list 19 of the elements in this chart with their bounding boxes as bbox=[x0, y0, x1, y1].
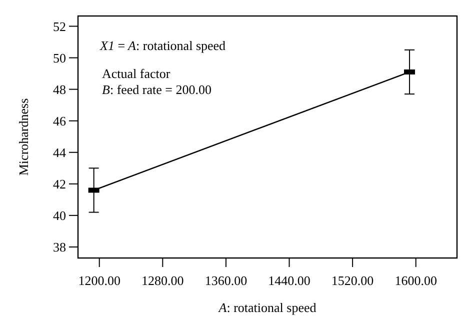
x-tick-label: 1360.00 bbox=[204, 273, 248, 288]
y-tick-label: 46 bbox=[53, 113, 66, 128]
y-tick-label: 42 bbox=[53, 176, 66, 192]
annotation: B: feed rate = 200.00 bbox=[102, 82, 212, 97]
x-tick-label: 1280.00 bbox=[142, 273, 184, 288]
y-tick-label: 50 bbox=[53, 50, 66, 66]
x-tick-label: 1440.00 bbox=[268, 273, 310, 288]
y-tick-label: 48 bbox=[53, 82, 66, 97]
x-axis-title: A: rotational speed bbox=[218, 300, 317, 315]
y-tick-label: 44 bbox=[53, 144, 66, 160]
annotation: X1 = A: rotational speed bbox=[99, 38, 226, 53]
x-tick-label: 1200.00 bbox=[78, 273, 120, 288]
x-tick-label: 1520.00 bbox=[331, 273, 374, 288]
y-tick-label: 40 bbox=[53, 208, 66, 223]
annotation: Actual factor bbox=[102, 66, 171, 81]
y-tick-label: 52 bbox=[53, 18, 66, 34]
y-tick-label: 38 bbox=[53, 240, 66, 255]
y-axis-title: Microhardness bbox=[16, 98, 31, 176]
x-tick-label: 1600.00 bbox=[394, 273, 437, 288]
